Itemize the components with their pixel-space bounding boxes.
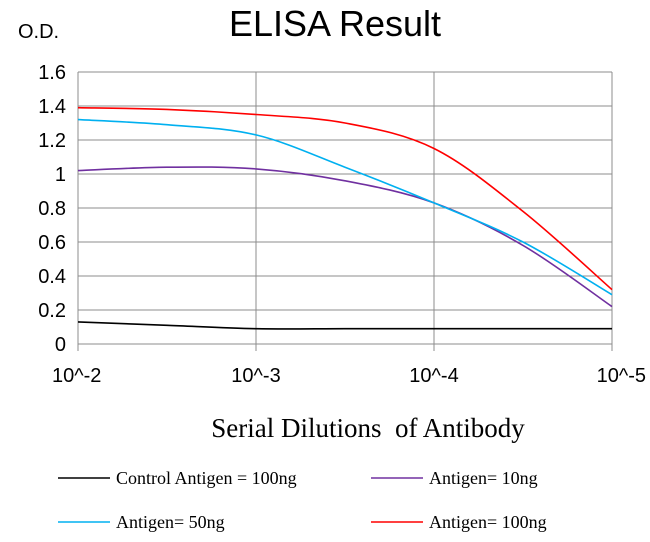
chart-title: ELISA Result — [229, 3, 441, 44]
legend-label: Control Antigen = 100ng — [116, 468, 297, 488]
series-line-antigen-100ng — [77, 106, 613, 291]
y-tick-label: 0 — [55, 334, 66, 356]
y-tick-labels: 0 0.2 0.4 0.6 0.8 1 1.2 1.4 1.6 — [38, 62, 66, 356]
x-tick-label: 10^-3 — [231, 365, 280, 387]
x-tick-label: 10^-4 — [409, 365, 458, 387]
y-tick-label: 1.4 — [38, 96, 66, 118]
series-lines — [77, 106, 613, 330]
series-line-antigen-50ng — [77, 118, 613, 296]
y-tick-label: 1 — [55, 164, 66, 186]
legend-label: Antigen= 10ng — [429, 468, 538, 488]
y-tick-label: 0.8 — [38, 198, 66, 220]
legend-label: Antigen= 50ng — [116, 512, 225, 532]
legend: Control Antigen = 100ng Antigen= 10ng Anti… — [58, 468, 547, 532]
x-tick-label: 10^-5 — [597, 365, 646, 387]
series-line-control-antigen-100ng — [77, 321, 612, 330]
y-tick-label: 0.6 — [38, 232, 66, 254]
x-axis-label: Serial Dilutions of Antibody — [211, 413, 525, 443]
x-tick-label: 10^-2 — [52, 365, 101, 387]
y-axis-label: O.D. — [18, 21, 59, 43]
x-tick-labels: 10^-2 10^-3 10^-4 10^-5 — [52, 365, 646, 387]
y-tick-label: 1.2 — [38, 130, 66, 152]
y-tick-label: 0.4 — [38, 266, 66, 288]
series-line-antigen-10ng — [77, 166, 613, 308]
axes — [77, 72, 613, 351]
y-tick-label: 1.6 — [38, 62, 66, 84]
legend-label: Antigen= 100ng — [429, 512, 547, 532]
grid — [77, 71, 613, 345]
y-tick-label: 0.2 — [38, 300, 66, 322]
